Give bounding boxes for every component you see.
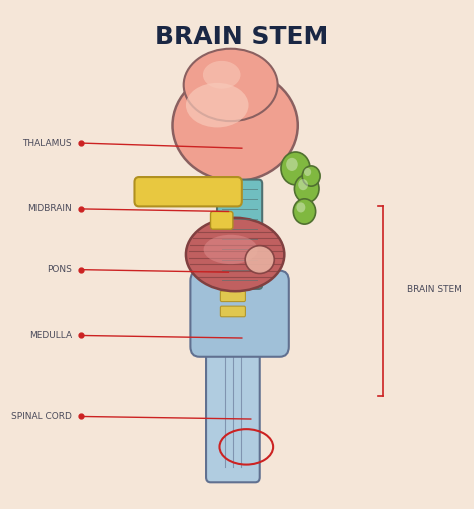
Ellipse shape <box>204 235 258 264</box>
FancyBboxPatch shape <box>217 180 262 289</box>
FancyBboxPatch shape <box>210 211 233 229</box>
FancyBboxPatch shape <box>191 271 289 357</box>
FancyBboxPatch shape <box>206 300 260 483</box>
Ellipse shape <box>245 246 274 273</box>
Text: MIDBRAIN: MIDBRAIN <box>27 205 72 213</box>
FancyBboxPatch shape <box>220 306 246 317</box>
Text: MEDULLA: MEDULLA <box>29 331 72 340</box>
Text: SPINAL CORD: SPINAL CORD <box>11 412 72 421</box>
Ellipse shape <box>286 158 298 171</box>
Ellipse shape <box>294 175 319 203</box>
Ellipse shape <box>304 168 311 176</box>
Ellipse shape <box>281 152 310 185</box>
Ellipse shape <box>296 203 305 212</box>
FancyBboxPatch shape <box>220 276 246 287</box>
Ellipse shape <box>184 49 278 121</box>
Ellipse shape <box>186 218 284 291</box>
Ellipse shape <box>293 199 316 224</box>
Text: BRAIN STEM: BRAIN STEM <box>407 286 462 294</box>
Text: PONS: PONS <box>47 265 72 274</box>
Ellipse shape <box>203 61 240 89</box>
Text: BRAIN STEM: BRAIN STEM <box>155 25 328 49</box>
Ellipse shape <box>173 70 298 181</box>
Ellipse shape <box>186 83 248 127</box>
FancyBboxPatch shape <box>220 291 246 301</box>
Ellipse shape <box>302 166 320 186</box>
FancyBboxPatch shape <box>135 177 242 207</box>
Text: THALAMUS: THALAMUS <box>22 138 72 148</box>
Ellipse shape <box>298 179 308 190</box>
